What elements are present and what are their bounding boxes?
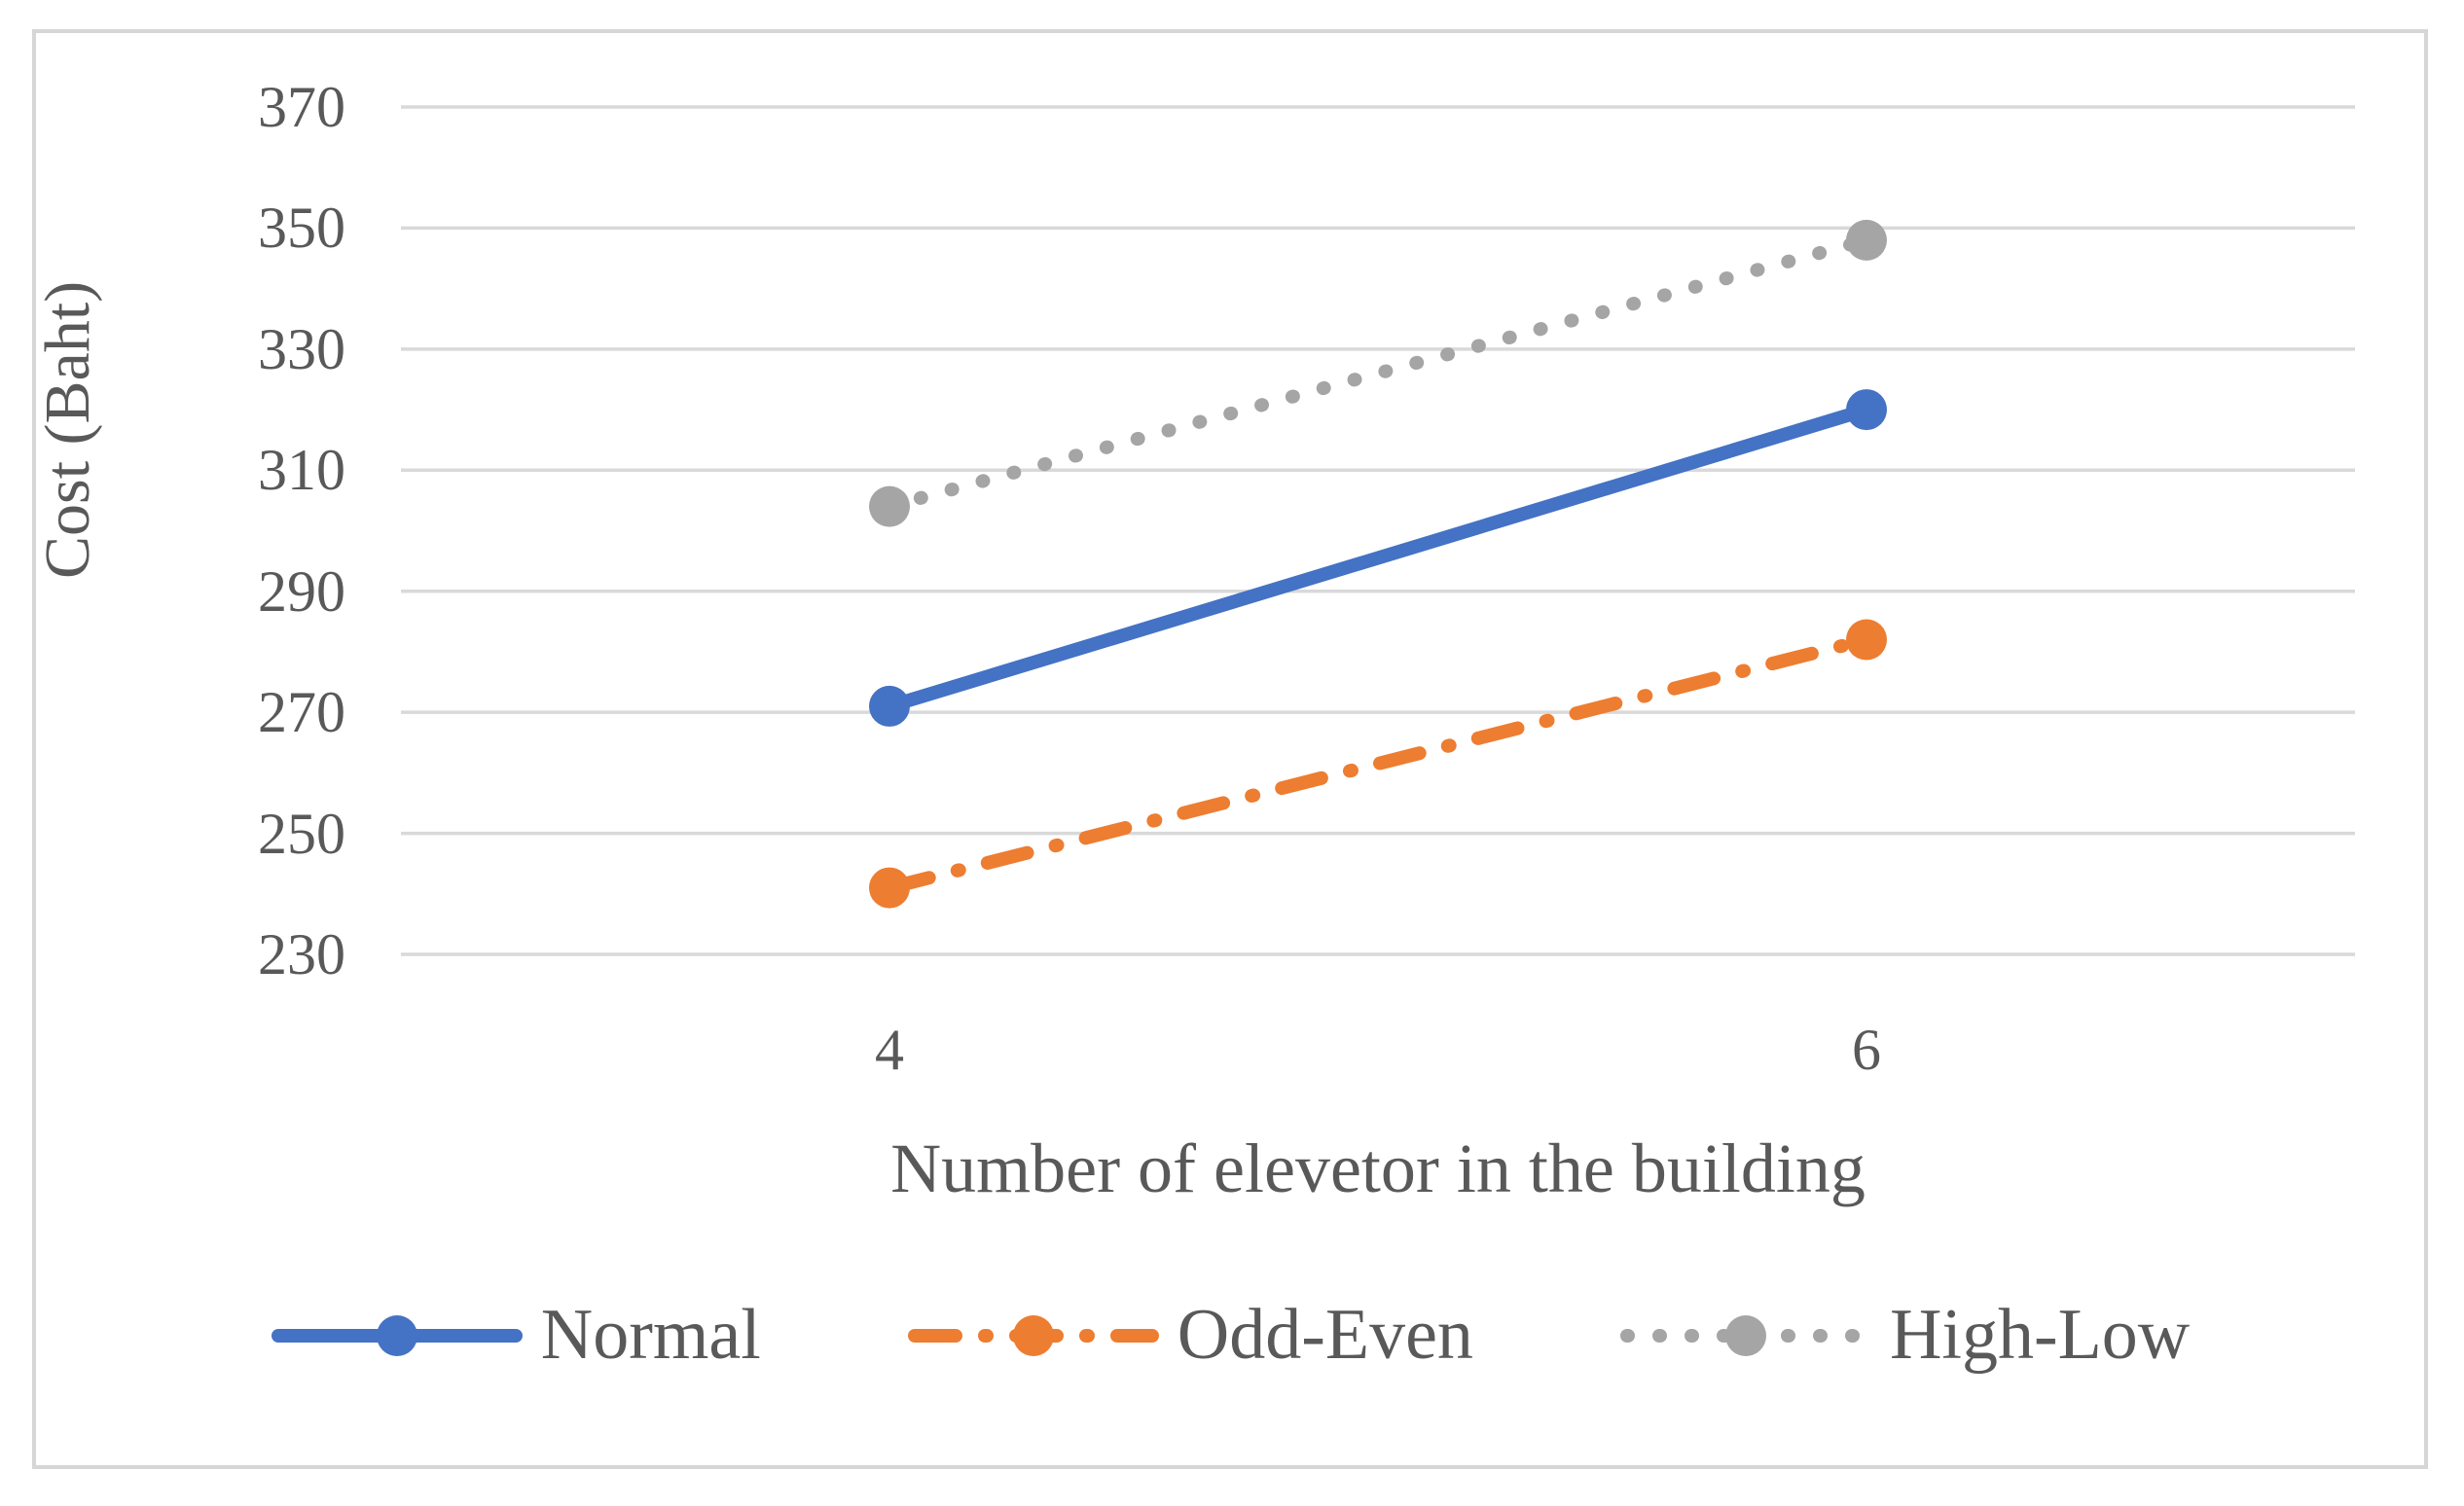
y-tick-330: 330 (258, 316, 345, 381)
y-tick-250: 250 (258, 801, 345, 866)
x-axis-title: Number of elevetor in the building (890, 1130, 1866, 1207)
marker-odd-even-4 (869, 867, 910, 909)
series-line-odd-even (883, 632, 1873, 895)
legend-item-normal: Normal (271, 1294, 761, 1377)
marker-high-low-6 (1846, 219, 1887, 261)
legend-label-odd-even: Odd-Even (1177, 1295, 1473, 1375)
marker-high-low-4 (869, 485, 910, 527)
legend-swatch-high-low-icon (1619, 1314, 1871, 1356)
x-tick-4: 4 (875, 1018, 904, 1082)
figure-frame (32, 29, 2428, 1469)
y-tick-290: 290 (258, 558, 345, 624)
legend-swatch-normal-icon (271, 1314, 523, 1356)
series-line-normal (883, 403, 1873, 713)
series-line-high-low (883, 233, 1873, 514)
x-tick-6: 6 (1852, 1018, 1881, 1082)
marker-odd-even-6 (1846, 619, 1887, 661)
y-tick-230: 230 (258, 922, 345, 986)
legend: Normal Odd-Even High-Low (32, 1294, 2428, 1377)
legend-item-odd-even: Odd-Even (907, 1294, 1473, 1377)
y-tick-370: 370 (258, 75, 345, 139)
legend-swatch-odd-even-icon (907, 1314, 1159, 1356)
y-tick-270: 270 (258, 680, 345, 745)
legend-item-high-low: High-Low (1619, 1294, 2190, 1377)
y-tick-310: 310 (258, 438, 345, 503)
y-tick-350: 350 (258, 196, 345, 261)
legend-label-normal: Normal (540, 1295, 761, 1375)
legend-label-high-low: High-Low (1889, 1295, 2191, 1375)
marker-normal-4 (869, 685, 910, 727)
marker-normal-6 (1846, 389, 1887, 431)
